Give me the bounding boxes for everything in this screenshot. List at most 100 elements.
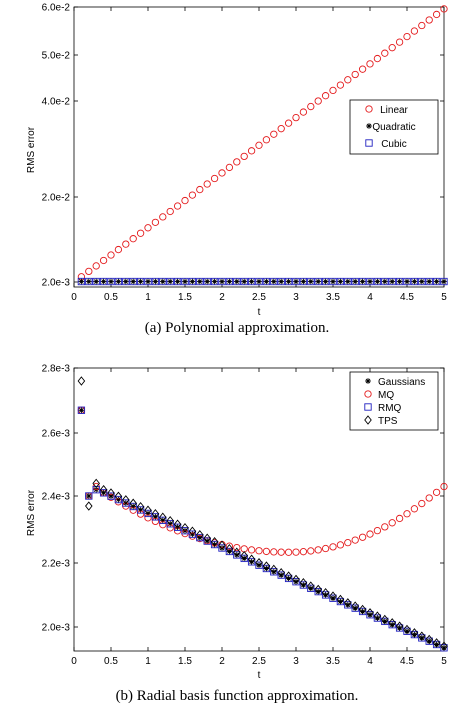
data-point-tps xyxy=(373,611,382,621)
data-point-mq xyxy=(425,494,433,502)
data-point-tps xyxy=(173,519,182,529)
x-tick-label: 2.5 xyxy=(252,656,266,667)
data-point-rmq xyxy=(233,551,241,559)
y-tick-label: 5.0e-2 xyxy=(42,51,71,62)
legend-label-tps: TPS xyxy=(378,416,398,427)
data-point-quadratic xyxy=(248,278,255,285)
data-point-gaussians xyxy=(441,644,447,651)
data-point-cubic xyxy=(329,277,337,286)
data-point-rmq xyxy=(181,527,189,535)
data-point-quadratic xyxy=(293,278,299,285)
data-point-gaussians xyxy=(344,601,351,608)
data-point-linear xyxy=(307,102,315,111)
data-point-mq xyxy=(314,546,322,554)
data-point-cubic xyxy=(432,277,441,286)
data-point-cubic xyxy=(240,277,248,286)
data-point-cubic xyxy=(77,277,86,286)
data-point-rmq xyxy=(410,630,419,639)
data-point-cubic xyxy=(366,277,374,286)
data-point-mq xyxy=(410,505,419,513)
data-point-cubic xyxy=(321,277,330,286)
data-point-cubic xyxy=(270,277,278,286)
data-point-mq xyxy=(233,543,241,552)
data-point-quadratic xyxy=(344,278,351,285)
caption: (a) Polynomial approximation. xyxy=(145,320,330,336)
data-point-rmq xyxy=(307,584,315,592)
legend-markers xyxy=(365,105,373,147)
data-point-cubic xyxy=(151,277,160,286)
data-point-linear xyxy=(129,235,137,243)
data-point-tps xyxy=(270,564,278,575)
data-marks xyxy=(77,376,448,652)
data-point-quadratic xyxy=(115,278,122,285)
data-point-quadratic xyxy=(204,278,211,285)
data-point-cubic xyxy=(166,277,174,286)
data-marks xyxy=(77,5,448,286)
data-point-gaussians xyxy=(189,531,196,538)
x-tick-label: 4 xyxy=(367,656,373,667)
data-point-tps xyxy=(262,561,271,571)
data-point-linear xyxy=(366,60,374,68)
x-tick-label: 0 xyxy=(71,292,77,303)
data-point-rmq xyxy=(136,506,145,514)
data-point-cubic xyxy=(173,277,182,286)
data-point-rmq xyxy=(388,621,396,629)
series-tps xyxy=(77,376,448,651)
data-point-linear xyxy=(292,113,300,122)
data-point-rmq xyxy=(173,523,182,531)
data-point-gaussians xyxy=(137,507,144,513)
data-point-mq xyxy=(262,547,271,556)
data-point-gaussians xyxy=(115,496,122,503)
data-point-rmq xyxy=(299,581,308,589)
data-point-rmq xyxy=(210,540,219,549)
data-point-linear xyxy=(173,202,182,210)
data-point-cubic xyxy=(358,277,367,286)
y-tick-label: 4.0e-2 xyxy=(42,97,71,108)
data-point-tps xyxy=(292,574,300,585)
data-point-rmq xyxy=(381,617,389,626)
data-point-quadratic xyxy=(322,278,329,285)
data-point-cubic xyxy=(440,277,448,286)
y-tick-label: 2.0e-3 xyxy=(42,278,71,289)
data-point-quadratic xyxy=(108,278,114,285)
data-point-quadratic xyxy=(182,278,188,285)
data-point-gaussians xyxy=(241,555,248,562)
data-point-cubic xyxy=(388,277,396,286)
data-point-cubic xyxy=(122,277,130,286)
data-point-rmq xyxy=(395,624,404,632)
data-point-cubic xyxy=(425,277,433,286)
y-tick-label: 2.0e-2 xyxy=(42,193,71,204)
data-point-rmq xyxy=(432,640,441,649)
data-point-linear xyxy=(225,163,234,172)
y-axis-label: RMS error xyxy=(26,489,37,536)
data-point-linear xyxy=(188,191,197,199)
data-point-tps xyxy=(351,601,359,611)
data-point-quadratic xyxy=(122,278,129,285)
data-point-rmq xyxy=(144,509,152,518)
data-point-gaussians xyxy=(159,517,166,524)
data-point-linear xyxy=(196,185,204,194)
data-point-gaussians xyxy=(337,598,344,605)
data-point-rmq xyxy=(114,495,123,504)
data-point-tps xyxy=(136,502,145,512)
data-point-tps xyxy=(388,618,396,628)
data-point-cubic xyxy=(136,277,145,286)
data-point-quadratic xyxy=(152,278,159,285)
data-point-cubic xyxy=(277,277,285,286)
data-point-cubic xyxy=(410,277,419,286)
data-point-quadratic xyxy=(174,278,181,285)
data-point-tps xyxy=(129,498,137,509)
data-point-quadratic xyxy=(418,278,425,285)
data-point-mq xyxy=(366,530,374,538)
data-point-quadratic xyxy=(278,278,285,285)
data-point-linear xyxy=(107,251,115,259)
data-point-rmq xyxy=(351,604,359,612)
x-tick-label: 5 xyxy=(441,292,447,303)
data-point-linear xyxy=(410,27,419,35)
data-point-mq xyxy=(418,499,426,508)
data-point-tps xyxy=(122,495,130,505)
data-point-tps xyxy=(151,509,160,519)
data-point-quadratic xyxy=(330,278,336,285)
data-point-quadratic xyxy=(359,278,366,285)
data-point-tps xyxy=(418,631,426,641)
